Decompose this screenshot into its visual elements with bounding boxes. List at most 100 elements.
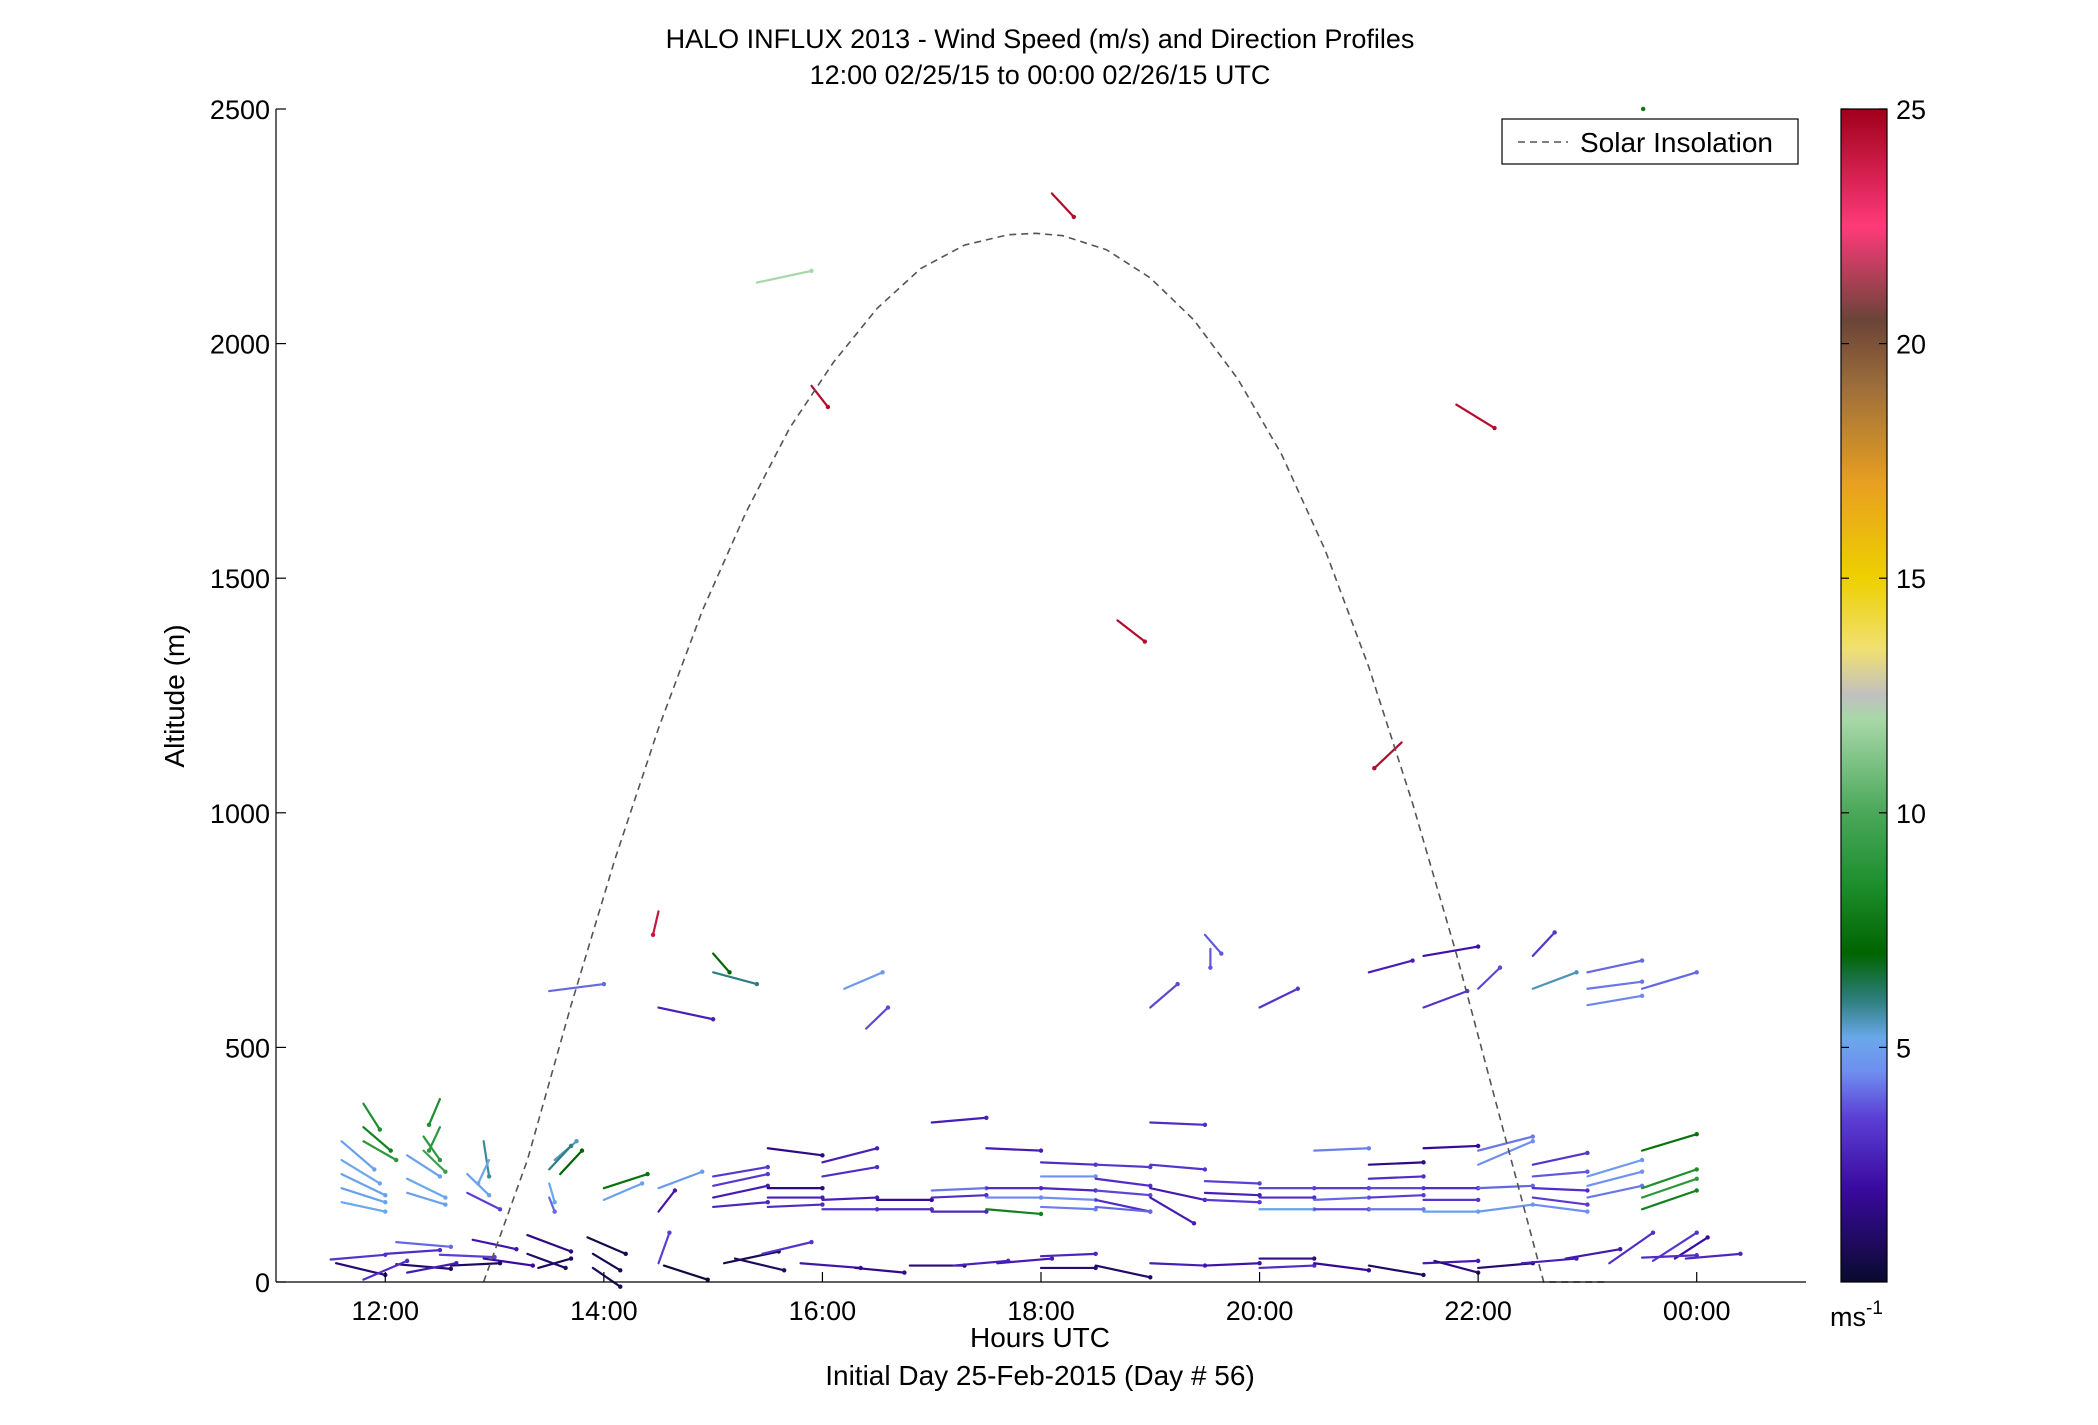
wind-barb-tip: [1208, 965, 1213, 970]
wind-barb-tip: [1191, 1221, 1197, 1226]
wind-barb-tip: [781, 1268, 787, 1273]
wind-barb-tip: [765, 1183, 770, 1189]
wind-barb-tip: [443, 1195, 448, 1200]
wind-barb: [952, 1259, 1010, 1267]
wind-barb-tip: [1049, 1256, 1055, 1261]
wind-barb-tip: [874, 1164, 880, 1170]
wind-barb-tip: [1421, 1174, 1426, 1179]
wind-barb-tip: [902, 1270, 907, 1275]
y-tick-label: 2000: [210, 330, 270, 360]
wind-barb-tip: [1618, 1246, 1623, 1252]
wind-barb-tip: [1492, 425, 1497, 431]
wind-barb: [712, 971, 758, 986]
colorbar-unit-base: ms: [1830, 1302, 1866, 1332]
wind-barb: [1640, 1254, 1698, 1259]
wind-barb: [477, 1158, 491, 1185]
y-axis-ticks: 0 500 1000 1500 2000 2500: [210, 95, 286, 1298]
wind-barb: [1531, 1196, 1589, 1206]
wind-barb: [1640, 1177, 1698, 1199]
colorbar-unit: ms-1: [1830, 1298, 1883, 1332]
wind-barb-tip: [601, 981, 607, 987]
wind-barb-tip: [1639, 1169, 1645, 1174]
wind-barb: [1313, 1196, 1370, 1201]
wind-barb: [1531, 971, 1578, 990]
wind-barb: [1531, 1187, 1589, 1192]
wind-barb-tip: [552, 1200, 557, 1205]
wind-barb: [1149, 1163, 1207, 1171]
wind-barb: [712, 1201, 769, 1209]
wind-barb-tip: [1475, 944, 1481, 949]
wind-barb: [548, 1144, 573, 1171]
wind-barb: [406, 1177, 447, 1199]
wind-barb: [1203, 1262, 1261, 1267]
wind-barb: [482, 1257, 534, 1267]
wind-barb: [1640, 1189, 1698, 1211]
wind-barb: [471, 1238, 518, 1251]
wind-barb: [1094, 1198, 1152, 1213]
wind-barb-tip: [552, 1209, 557, 1214]
wind-barb: [1455, 403, 1496, 430]
wind-barb: [406, 1154, 442, 1178]
wind-barb: [340, 1187, 387, 1204]
wind-barb-tip: [377, 1127, 383, 1132]
wind-barb: [438, 1253, 496, 1259]
wind-barb-tip: [1650, 1230, 1656, 1235]
wind-barb-tip: [825, 404, 831, 410]
wind-barb-tip: [372, 1167, 377, 1172]
wind-barb: [1433, 1259, 1480, 1274]
wind-barb-tip: [1093, 1174, 1098, 1179]
wind-barb-tip: [437, 1157, 443, 1163]
wind-barb-tip: [984, 1209, 989, 1214]
wind-barb: [602, 1182, 644, 1201]
wind-barb-tip: [383, 1200, 388, 1205]
wind-barb: [362, 1102, 381, 1131]
wind-barb: [662, 1264, 709, 1281]
wind-barb: [548, 1196, 556, 1213]
y-tick-label: 2500: [210, 95, 270, 125]
wind-barb-tip: [874, 1195, 880, 1200]
y-tick-label: 1500: [210, 564, 270, 594]
wind-barb-tip: [765, 1200, 770, 1205]
wind-barb-tip: [885, 1005, 891, 1010]
wind-barb: [712, 1184, 769, 1199]
wind-barb-tip: [443, 1169, 448, 1174]
wind-barb: [1094, 1163, 1152, 1169]
chart-subtitle: 12:00 02/25/15 to 00:00 02/26/15 UTC: [810, 60, 1271, 90]
wind-barb: [1367, 1175, 1425, 1180]
wind-barb-tip: [1421, 1207, 1426, 1212]
wind-barb-tip: [1038, 1211, 1044, 1217]
wind-barb-tip: [1202, 1122, 1208, 1128]
wind-barb: [761, 1241, 813, 1255]
wind-barb-tip: [1694, 970, 1699, 975]
wind-barb: [1203, 1198, 1261, 1204]
wind-barb: [586, 1236, 627, 1255]
wind-barb-tip: [1366, 1146, 1372, 1151]
wind-barb: [1203, 1191, 1261, 1197]
wind-barb: [810, 384, 829, 409]
wind-barb: [865, 1006, 890, 1030]
wind-barb-tip: [667, 1230, 672, 1235]
wind-barb-tip: [404, 1258, 410, 1264]
wind-barb: [548, 1182, 556, 1204]
wind-barb: [657, 1170, 704, 1190]
wind-barb-tip: [574, 1139, 579, 1144]
wind-barb-tip: [984, 1115, 989, 1120]
wind-barb-tip: [1093, 1207, 1098, 1212]
x-axis-sublabel: Initial Day 25-Feb-2015 (Day # 56): [825, 1360, 1255, 1391]
wind-barb-tip: [929, 1207, 934, 1212]
wind-barb-tip: [486, 1174, 492, 1179]
wind-barb: [1367, 1194, 1425, 1199]
wind-barb-tip: [1219, 951, 1224, 956]
wind-barb-tip: [1312, 1256, 1317, 1261]
wind-barb-tip: [1148, 1209, 1153, 1214]
wind-barb: [1313, 1262, 1370, 1272]
x-tick-label: 18:00: [1007, 1296, 1075, 1326]
wind-barb-tip: [672, 1188, 678, 1193]
wind-barb: [1586, 1170, 1644, 1187]
wind-barb-tip: [1585, 1209, 1590, 1214]
wind-barb: [766, 1147, 824, 1157]
wind-barb-tip: [639, 1181, 645, 1186]
wind-barb: [1373, 741, 1403, 770]
wind-barb: [930, 1116, 988, 1124]
wind-barb-tip: [530, 1263, 536, 1268]
